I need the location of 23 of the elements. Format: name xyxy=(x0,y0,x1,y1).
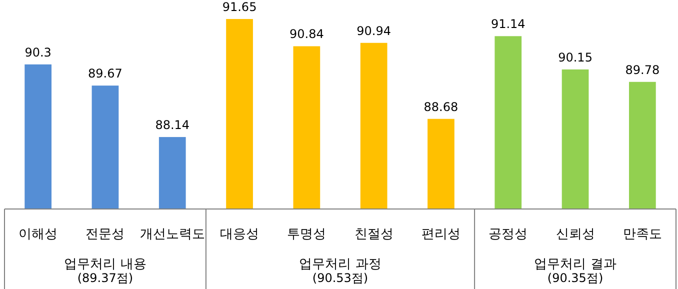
x-tick-label: 개선노력도 xyxy=(140,227,205,242)
data-label: 88.14 xyxy=(155,118,190,132)
data-label: 90.3 xyxy=(24,45,52,60)
data-label: 91.65 xyxy=(222,0,257,14)
data-label: 91.14 xyxy=(490,17,526,32)
x-tick-label: 대응성 xyxy=(220,227,260,242)
x-tick-label: 이해성 xyxy=(18,227,58,242)
x-tick-label: 편리성 xyxy=(421,227,460,242)
x-tick-label: 전문성 xyxy=(86,227,125,242)
x-tick-label: 만족도 xyxy=(622,227,662,242)
data-label: 88.68 xyxy=(424,100,458,114)
text: 업무처리 내용 (89.37점) xyxy=(64,257,146,285)
data-label: 90.15 xyxy=(558,50,592,64)
x-tick-label: 투명성 xyxy=(287,227,326,242)
x-tick-label: 친절성 xyxy=(354,227,394,242)
text: 업무처리 과정 (90.53점) xyxy=(299,257,382,285)
text: 업무처리 결과 (90.35점) xyxy=(534,257,616,285)
data-label: 89.78 xyxy=(625,62,660,77)
data-label: 89.67 xyxy=(88,66,122,81)
data-label: 90.84 xyxy=(289,27,324,42)
data-label: 90.94 xyxy=(356,24,392,38)
x-tick-label: 신뢰성 xyxy=(556,227,595,242)
x-tick-label: 공정성 xyxy=(488,227,528,242)
